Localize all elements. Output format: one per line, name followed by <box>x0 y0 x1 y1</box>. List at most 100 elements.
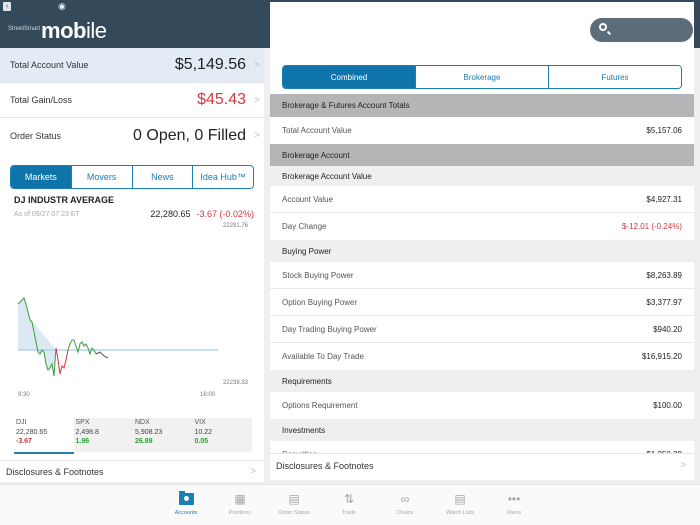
disclosures-right[interactable]: Disclosures & Footnotes > <box>270 453 694 477</box>
ticker-symbol: SPX <box>75 419 90 426</box>
chart-high-label: 22291.76 <box>222 223 248 229</box>
row-label: Total Account Value <box>282 126 352 135</box>
row-value: $100.00 <box>653 401 682 410</box>
row-label: Available To Day Trade <box>282 352 364 361</box>
total-account-value-row[interactable]: Total Account Value $5,149.56 > <box>0 48 264 83</box>
row-total-account-value: Total Account Value $5,157.06 <box>270 117 694 144</box>
row-day-change: Day Change $-12.01 (-0.24%) <box>270 213 694 240</box>
logo-light: ile <box>85 18 107 43</box>
row-label: Stock Buying Power <box>282 270 354 280</box>
index-tickers: DJI 22,280.65 -3.67 SPX 2,498.8 1.96 NDX… <box>14 418 252 454</box>
tab-combined[interactable]: Combined <box>283 66 415 88</box>
tab-positions[interactable]: ▦ Positions <box>215 491 265 516</box>
row-value: $45.43 <box>197 91 246 108</box>
row-label: Order Status <box>10 130 62 141</box>
tab-idea-hub[interactable]: Idea Hub™ <box>192 166 253 188</box>
index-title: DJ INDUSTR AVERAGE <box>14 195 115 205</box>
tab-futures[interactable]: Futures <box>548 66 681 88</box>
status-bar: ‹ ◉ 9:54 PM ∗ 86% <box>0 0 700 430</box>
chevron-right-icon: > <box>680 460 686 471</box>
search-input[interactable] <box>590 18 693 42</box>
index-chart: 22291.76 22238.33 9:30 16:00 <box>0 220 264 450</box>
tab-markets[interactable]: Markets <box>11 166 71 188</box>
chart-plot <box>17 297 218 377</box>
tab-accounts[interactable]: Accounts <box>161 491 211 516</box>
row-label: Day Trading Buying Power <box>282 324 377 334</box>
chains-icon: ∞ <box>400 492 410 506</box>
ticker-symbol: DJI <box>16 419 27 426</box>
tab-brokerage[interactable]: Brokerage <box>415 66 548 88</box>
app-logo: StreetSmart mobile <box>8 18 107 44</box>
ticker-change: 26.89 <box>135 438 153 445</box>
ticker-ndx[interactable]: NDX 5,908.23 26.89 <box>133 418 193 452</box>
watch-lists-icon: ▤ <box>454 492 466 506</box>
index-price: 22,280.65 <box>150 209 191 219</box>
tab-chains[interactable]: ∞ Chains <box>380 491 430 516</box>
ticker-change: 1.96 <box>75 438 90 445</box>
logo-bold: mob <box>41 18 86 43</box>
disclosures-label: Disclosures & Footnotes <box>6 466 104 477</box>
tab-label: Order Status <box>278 510 310 516</box>
trade-icon: ⇅ <box>343 492 355 506</box>
account-type-tabs: Combined Brokerage Futures <box>282 65 682 89</box>
row-value: $-12.01 (-0.24%) <box>621 222 682 231</box>
section-investments-header: Investments <box>270 419 694 441</box>
ticker-symbol: NDX <box>135 419 150 426</box>
order-status-icon: ▤ <box>288 492 300 506</box>
refresh-icon[interactable]: ↻ <box>561 21 575 38</box>
ticker-dji[interactable]: DJI 22,280.65 -3.67 <box>14 418 74 454</box>
ticker-price: 10.22 <box>194 429 213 436</box>
bottom-tab-bar: Accounts ▦ Positions ▤ Order Status ⇅ Tr… <box>0 484 700 525</box>
row-value: $5,149.56 <box>174 56 246 73</box>
row-label: Day Change <box>282 222 327 231</box>
tab-label: Watch Lists <box>445 510 475 516</box>
row-value: $940.20 <box>653 324 682 334</box>
ticker-price: 5,908.23 <box>135 429 163 436</box>
tab-order-status[interactable]: ▤ Order Status <box>269 491 319 516</box>
index-change: -3.67 (-0.02%) <box>196 209 254 219</box>
tab-label: Accounts <box>174 510 198 516</box>
row-stock-buying-power: Stock Buying Power $8,263.89 <box>270 262 694 289</box>
ticker-vix[interactable]: VIX 10.22 0.05 <box>192 418 252 452</box>
row-value: $4,927.31 <box>646 194 682 204</box>
chart-end-time: 16:00 <box>200 392 216 398</box>
tab-news[interactable]: News <box>131 166 193 188</box>
order-status-row[interactable]: Order Status 0 Open, 0 Filled > <box>0 118 264 153</box>
ticker-change: 0.05 <box>194 438 209 445</box>
ticker-change: -3.67 <box>16 438 32 445</box>
row-day-trading-buying-power: Day Trading Buying Power $940.20 <box>270 316 694 343</box>
row-options-requirement: Options Requirement $100.00 <box>270 392 694 419</box>
chevron-right-icon: > <box>254 94 260 106</box>
logo-big-text: mobile <box>41 18 107 44</box>
chevron-right-icon: > <box>250 466 256 477</box>
tab-watch-lists[interactable]: ▤ Watch Lists <box>435 491 485 516</box>
row-label: Option Buying Power <box>282 297 358 307</box>
total-gain-loss-row[interactable]: Total Gain/Loss $45.43 > <box>0 83 264 118</box>
ticker-price: 22,280.65 <box>16 429 48 436</box>
row-value: $16,915.20 <box>641 352 682 361</box>
row-value: $5,157.06 <box>646 126 682 135</box>
ticker-spx[interactable]: SPX 2,498.8 1.96 <box>73 418 133 452</box>
tab-movers[interactable]: Movers <box>70 166 132 188</box>
index-quote: As of 09/27 07:23 ET 22,280.65 -3.67 (-0… <box>14 207 254 221</box>
section-requirements-header: Requirements <box>270 370 694 392</box>
chart-low-label: 22238.33 <box>222 380 248 386</box>
disclosures-left[interactable]: Disclosures & Footnotes > <box>0 460 264 482</box>
section-totals-header: Brokerage & Futures Account Totals <box>270 94 694 117</box>
tab-label: Trade <box>341 510 357 516</box>
tab-menu[interactable]: ••• Menu <box>489 491 539 516</box>
row-label: Account Value <box>282 194 333 204</box>
menu-icon: ••• <box>507 492 521 506</box>
accounts-icon <box>161 491 211 507</box>
search-icon <box>599 23 607 31</box>
row-account-value: Account Value $4,927.31 <box>270 186 694 213</box>
row-label: Total Account Value <box>10 60 89 70</box>
index-as-of: As of 09/27 07:23 ET <box>14 210 80 218</box>
tab-label: Menu <box>507 510 521 516</box>
tab-trade[interactable]: ⇅ Trade <box>324 491 374 516</box>
wifi-icon: ◉ <box>58 1 66 11</box>
back-icon[interactable]: ‹ <box>3 2 11 11</box>
row-value: $8,263.89 <box>646 270 682 280</box>
section-brokerage-header: Brokerage Account <box>270 144 694 166</box>
